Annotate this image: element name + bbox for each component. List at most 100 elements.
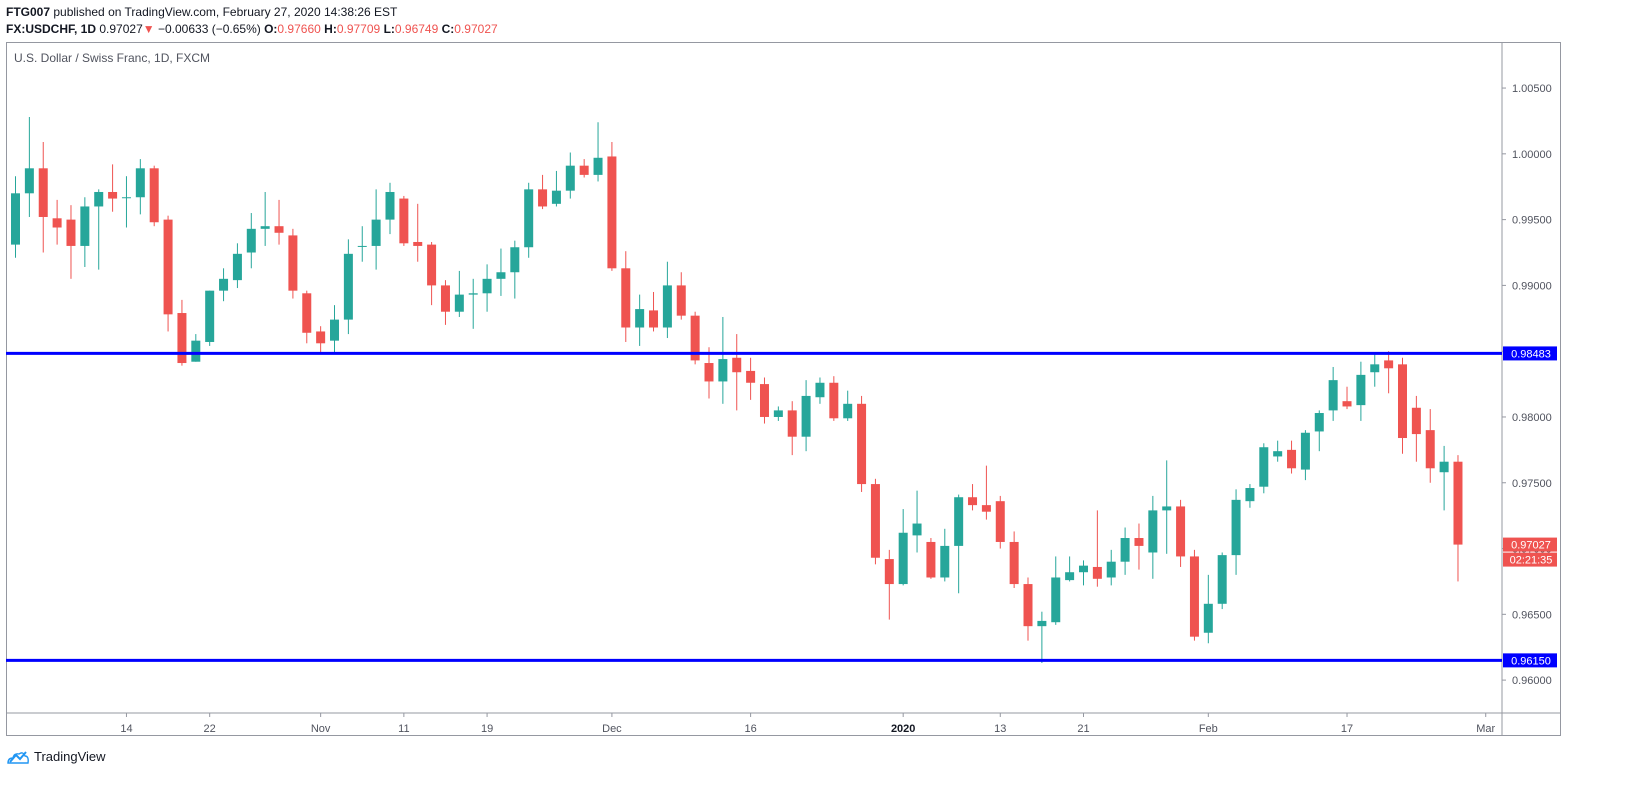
candle-body-down — [829, 382, 839, 419]
candle-body-up — [940, 545, 950, 578]
candle-body-up — [1065, 572, 1075, 581]
candle-body-up — [1356, 374, 1366, 406]
candle-body-down — [926, 541, 936, 578]
candle-body-down — [1453, 461, 1463, 545]
candle-body-down — [870, 484, 880, 558]
candle-body-down — [149, 168, 159, 223]
open-label: O: — [264, 22, 278, 36]
candle-body-down — [732, 357, 742, 373]
candle-body-down — [1009, 541, 1019, 585]
open-value: 0.97660 — [277, 22, 321, 36]
candle-body-up — [593, 157, 603, 175]
publish-line: FTG007 published on TradingView.com, Feb… — [6, 5, 397, 19]
brand-name: TradingView — [34, 749, 106, 764]
candle-body-down — [1425, 430, 1435, 469]
candle-body-down — [66, 219, 76, 246]
candle-body-up — [1273, 451, 1283, 457]
candle-body-down — [884, 559, 894, 585]
candle-body-up — [662, 285, 672, 328]
high-value: 0.97709 — [336, 22, 381, 36]
y-tick-label: 0.96500 — [1512, 609, 1552, 621]
candle-body-up — [1259, 447, 1269, 487]
candle-body-up — [135, 168, 145, 198]
candle-body-down — [1287, 449, 1297, 469]
candle-body-down — [274, 226, 284, 233]
candle-body-up — [773, 410, 783, 417]
candle-body-down — [316, 331, 326, 344]
candle-body-down — [1176, 506, 1186, 557]
y-tick-label: 0.96000 — [1512, 675, 1552, 687]
x-tick-label: Mar — [1476, 723, 1495, 735]
candle-body-up — [94, 191, 104, 207]
tradingview-logo[interactable]: TradingView — [6, 749, 106, 764]
candle-body-up — [385, 191, 395, 220]
symbol-label: FX:USDCHF, 1D — [6, 22, 97, 36]
candle-body-up — [954, 497, 964, 546]
candle-body-up — [1217, 555, 1227, 604]
candle-body-up — [510, 247, 520, 273]
candle-body-up — [1245, 488, 1255, 502]
candle-body-down — [1134, 538, 1144, 546]
candle-body-up — [551, 190, 561, 204]
high-label: H: — [324, 22, 337, 36]
candle-body-up — [1370, 364, 1380, 373]
candle-body-down — [1092, 566, 1102, 579]
candle-body-down — [995, 501, 1005, 542]
candle-body-down — [857, 403, 867, 485]
candle-body-up — [524, 189, 534, 248]
candle-body-down — [759, 384, 769, 417]
close-label: C: — [441, 22, 455, 36]
y-tick-label: 1.00000 — [1512, 149, 1552, 161]
candle-body-down — [413, 241, 423, 246]
candle-body-up — [357, 245, 367, 247]
candle-body-down — [427, 244, 437, 286]
candle-body-up — [260, 226, 270, 229]
close-value: 0.97027 — [454, 22, 498, 36]
countdown-tag — [1503, 552, 1557, 567]
cloud-logo-icon — [7, 750, 29, 764]
candle-body-down — [690, 315, 700, 361]
candle-body-up — [1120, 538, 1130, 562]
candle-body-up — [1162, 506, 1172, 511]
level-price-label: 0.96150 — [1511, 655, 1551, 667]
candle-body-up — [246, 228, 256, 253]
candle-body-up — [232, 253, 242, 281]
change-value: −0.00633 (−0.65%) — [157, 22, 261, 36]
candle-body-up — [191, 340, 201, 362]
candle-body-up — [1203, 603, 1213, 633]
candle-body-up — [1037, 620, 1047, 627]
candle-body-up — [635, 309, 645, 328]
x-tick-label: 13 — [994, 723, 1006, 735]
candle-body-down — [302, 293, 312, 333]
candle-body-down — [649, 310, 659, 328]
x-tick-label: 19 — [481, 723, 493, 735]
y-tick-label: 0.98000 — [1512, 412, 1552, 424]
x-tick-label: 22 — [204, 723, 216, 735]
y-tick-label: 1.00500 — [1512, 83, 1552, 95]
candle-body-down — [1384, 360, 1394, 369]
candle-body-up — [718, 359, 728, 382]
last-price-tag — [1503, 537, 1557, 552]
candle-body-up — [1439, 461, 1449, 473]
x-tick-label: 21 — [1077, 723, 1089, 735]
candle-body-up — [912, 523, 922, 536]
y-tick-label: 0.99000 — [1512, 280, 1552, 292]
candle-body-up — [815, 382, 825, 398]
y-tick-label: 0.97500 — [1512, 478, 1552, 490]
candle-body-down — [787, 410, 797, 437]
candle-body-up — [1300, 432, 1310, 470]
y-tick-label: 0.99500 — [1512, 215, 1552, 227]
x-tick-label: 11 — [398, 723, 409, 735]
x-tick-label: 14 — [120, 723, 132, 735]
published-text: published on TradingView.com, February 2… — [53, 5, 398, 19]
candle-body-up — [468, 293, 478, 295]
candle-body-down — [440, 285, 450, 312]
candle-body-up — [1051, 577, 1061, 623]
x-tick-label: 16 — [744, 723, 756, 735]
chart-frame[interactable] — [6, 42, 1561, 736]
candle-body-down — [968, 497, 978, 506]
author-name[interactable]: FTG007 — [6, 5, 51, 19]
countdown-label: 02:21:35 — [1510, 555, 1553, 567]
candle-body-up — [843, 403, 853, 419]
